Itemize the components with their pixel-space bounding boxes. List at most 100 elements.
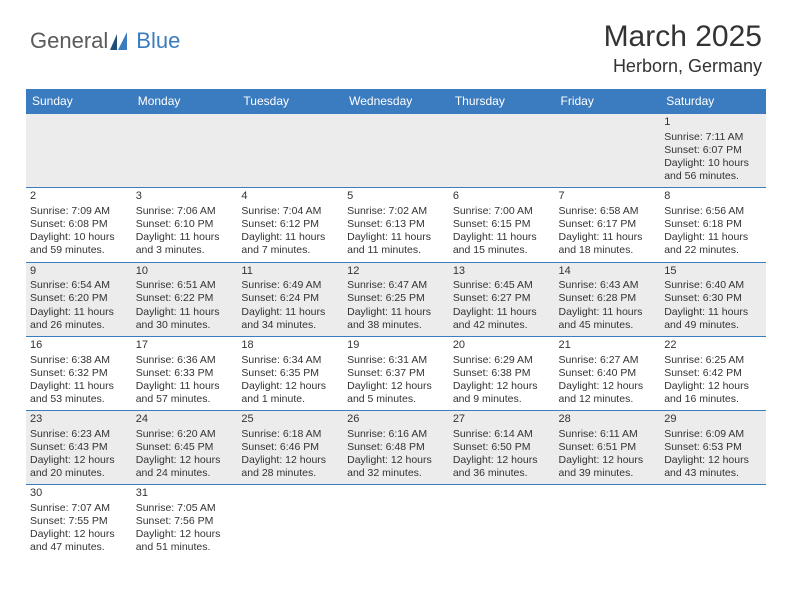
calendar-empty-cell (555, 485, 661, 559)
calendar-day-cell: 14Sunrise: 6:43 AMSunset: 6:28 PMDayligh… (555, 262, 661, 336)
sunset-text: Sunset: 6:30 PM (664, 292, 762, 305)
sunrise-text: Sunrise: 6:29 AM (453, 354, 551, 367)
sunrise-text: Sunrise: 7:06 AM (136, 205, 234, 218)
day-number: 15 (664, 265, 762, 279)
day-number: 12 (347, 265, 445, 279)
day-number: 1 (664, 116, 762, 130)
sunrise-text: Sunrise: 7:00 AM (453, 205, 551, 218)
daylight-text: Daylight: 11 hours and 30 minutes. (136, 306, 234, 332)
sunrise-text: Sunrise: 6:31 AM (347, 354, 445, 367)
calendar-day-cell: 29Sunrise: 6:09 AMSunset: 6:53 PMDayligh… (660, 411, 766, 485)
sunrise-text: Sunrise: 6:27 AM (559, 354, 657, 367)
sunrise-text: Sunrise: 6:49 AM (241, 279, 339, 292)
calendar-day-cell: 6Sunrise: 7:00 AMSunset: 6:15 PMDaylight… (449, 188, 555, 262)
sunrise-text: Sunrise: 6:54 AM (30, 279, 128, 292)
calendar-day-cell: 17Sunrise: 6:36 AMSunset: 6:33 PMDayligh… (132, 336, 238, 410)
daylight-text: Daylight: 12 hours and 43 minutes. (664, 454, 762, 480)
calendar-empty-cell (555, 114, 661, 188)
day-number: 25 (241, 413, 339, 427)
sunset-text: Sunset: 6:12 PM (241, 218, 339, 231)
day-number: 16 (30, 339, 128, 353)
calendar-day-cell: 28Sunrise: 6:11 AMSunset: 6:51 PMDayligh… (555, 411, 661, 485)
sunset-text: Sunset: 6:27 PM (453, 292, 551, 305)
sunset-text: Sunset: 7:55 PM (30, 515, 128, 528)
calendar-day-cell: 30Sunrise: 7:07 AMSunset: 7:55 PMDayligh… (26, 485, 132, 559)
header: General Blue March 2025 Herborn, Germany (0, 0, 792, 83)
sunset-text: Sunset: 6:33 PM (136, 367, 234, 380)
sunset-text: Sunset: 6:32 PM (30, 367, 128, 380)
day-number: 14 (559, 265, 657, 279)
day-number: 20 (453, 339, 551, 353)
calendar-week-row: 9Sunrise: 6:54 AMSunset: 6:20 PMDaylight… (26, 262, 766, 336)
day-number: 4 (241, 190, 339, 204)
daylight-text: Daylight: 11 hours and 53 minutes. (30, 380, 128, 406)
sunset-text: Sunset: 6:10 PM (136, 218, 234, 231)
sunrise-text: Sunrise: 6:58 AM (559, 205, 657, 218)
sunset-text: Sunset: 6:25 PM (347, 292, 445, 305)
calendar-day-cell: 19Sunrise: 6:31 AMSunset: 6:37 PMDayligh… (343, 336, 449, 410)
weekday-header: Sunday (26, 89, 132, 114)
day-number: 21 (559, 339, 657, 353)
daylight-text: Daylight: 12 hours and 12 minutes. (559, 380, 657, 406)
sunset-text: Sunset: 6:42 PM (664, 367, 762, 380)
calendar-table: Sunday Monday Tuesday Wednesday Thursday… (26, 89, 766, 559)
daylight-text: Daylight: 11 hours and 15 minutes. (453, 231, 551, 257)
sunset-text: Sunset: 6:37 PM (347, 367, 445, 380)
sunset-text: Sunset: 6:18 PM (664, 218, 762, 231)
day-number: 24 (136, 413, 234, 427)
daylight-text: Daylight: 11 hours and 11 minutes. (347, 231, 445, 257)
calendar-day-cell: 5Sunrise: 7:02 AMSunset: 6:13 PMDaylight… (343, 188, 449, 262)
daylight-text: Daylight: 11 hours and 18 minutes. (559, 231, 657, 257)
daylight-text: Daylight: 11 hours and 38 minutes. (347, 306, 445, 332)
day-number: 27 (453, 413, 551, 427)
sunset-text: Sunset: 6:40 PM (559, 367, 657, 380)
calendar-day-cell: 20Sunrise: 6:29 AMSunset: 6:38 PMDayligh… (449, 336, 555, 410)
daylight-text: Daylight: 11 hours and 49 minutes. (664, 306, 762, 332)
weekday-header: Saturday (660, 89, 766, 114)
calendar-week-row: 1Sunrise: 7:11 AMSunset: 6:07 PMDaylight… (26, 114, 766, 188)
daylight-text: Daylight: 10 hours and 56 minutes. (664, 157, 762, 183)
sunrise-text: Sunrise: 6:40 AM (664, 279, 762, 292)
day-number: 11 (241, 265, 339, 279)
flag-icon (110, 32, 134, 50)
weekday-header: Monday (132, 89, 238, 114)
day-number: 17 (136, 339, 234, 353)
calendar-day-cell: 1Sunrise: 7:11 AMSunset: 6:07 PMDaylight… (660, 114, 766, 188)
sunrise-text: Sunrise: 6:11 AM (559, 428, 657, 441)
calendar-day-cell: 23Sunrise: 6:23 AMSunset: 6:43 PMDayligh… (26, 411, 132, 485)
calendar-day-cell: 26Sunrise: 6:16 AMSunset: 6:48 PMDayligh… (343, 411, 449, 485)
daylight-text: Daylight: 12 hours and 39 minutes. (559, 454, 657, 480)
weekday-header: Thursday (449, 89, 555, 114)
sunrise-text: Sunrise: 7:09 AM (30, 205, 128, 218)
daylight-text: Daylight: 10 hours and 59 minutes. (30, 231, 128, 257)
daylight-text: Daylight: 11 hours and 34 minutes. (241, 306, 339, 332)
sunset-text: Sunset: 6:35 PM (241, 367, 339, 380)
sunrise-text: Sunrise: 6:16 AM (347, 428, 445, 441)
day-number: 31 (136, 487, 234, 501)
day-number: 22 (664, 339, 762, 353)
sunrise-text: Sunrise: 7:07 AM (30, 502, 128, 515)
day-number: 26 (347, 413, 445, 427)
sunset-text: Sunset: 6:22 PM (136, 292, 234, 305)
day-number: 5 (347, 190, 445, 204)
daylight-text: Daylight: 12 hours and 51 minutes. (136, 528, 234, 554)
daylight-text: Daylight: 11 hours and 26 minutes. (30, 306, 128, 332)
sunrise-text: Sunrise: 7:04 AM (241, 205, 339, 218)
calendar-empty-cell (237, 485, 343, 559)
calendar-day-cell: 25Sunrise: 6:18 AMSunset: 6:46 PMDayligh… (237, 411, 343, 485)
calendar-week-row: 16Sunrise: 6:38 AMSunset: 6:32 PMDayligh… (26, 336, 766, 410)
calendar-day-cell: 21Sunrise: 6:27 AMSunset: 6:40 PMDayligh… (555, 336, 661, 410)
day-number: 8 (664, 190, 762, 204)
calendar-day-cell: 16Sunrise: 6:38 AMSunset: 6:32 PMDayligh… (26, 336, 132, 410)
calendar-empty-cell (660, 485, 766, 559)
sunset-text: Sunset: 6:07 PM (664, 144, 762, 157)
sunrise-text: Sunrise: 6:38 AM (30, 354, 128, 367)
daylight-text: Daylight: 12 hours and 5 minutes. (347, 380, 445, 406)
calendar-day-cell: 8Sunrise: 6:56 AMSunset: 6:18 PMDaylight… (660, 188, 766, 262)
sunset-text: Sunset: 6:43 PM (30, 441, 128, 454)
weekday-header-row: Sunday Monday Tuesday Wednesday Thursday… (26, 89, 766, 114)
day-number: 28 (559, 413, 657, 427)
weekday-header: Wednesday (343, 89, 449, 114)
day-number: 13 (453, 265, 551, 279)
calendar-empty-cell (26, 114, 132, 188)
